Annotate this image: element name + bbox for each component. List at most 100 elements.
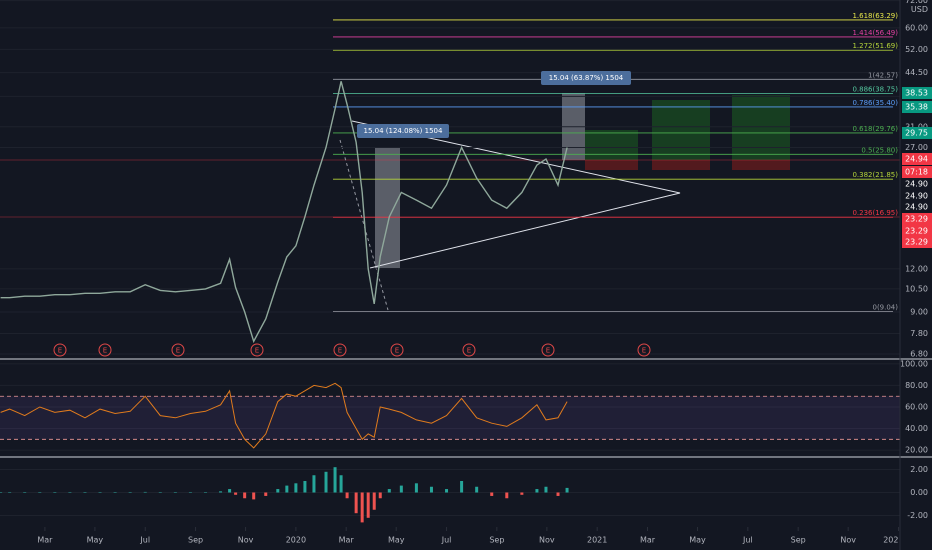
y-tick-label: 72.00 bbox=[905, 0, 928, 5]
x-tick-label: 202 bbox=[883, 536, 898, 545]
earnings-label: E bbox=[467, 347, 471, 355]
earnings-label: E bbox=[546, 347, 550, 355]
annotation-label: 15.04 (124.08%) 1504 bbox=[364, 127, 443, 135]
x-tick-label: Sep bbox=[791, 536, 806, 545]
histogram-bar bbox=[188, 492, 192, 493]
fib-label: 0.382(21.85) bbox=[852, 171, 898, 179]
histogram-bar bbox=[128, 492, 132, 493]
histogram-bar bbox=[38, 492, 42, 493]
currency-label: USD bbox=[911, 5, 928, 14]
fib-label: 0.5(25.80) bbox=[861, 146, 898, 154]
price-badge-label: 24.90 bbox=[905, 203, 928, 212]
histogram-bar bbox=[143, 491, 147, 493]
long-stop bbox=[585, 160, 638, 170]
y-tick-label: 100.00 bbox=[900, 359, 928, 368]
histogram-bar bbox=[234, 492, 238, 495]
histogram-bar bbox=[276, 489, 280, 493]
y-tick-label: 27.00 bbox=[905, 143, 928, 152]
histogram-bar bbox=[243, 492, 247, 499]
histogram-bar bbox=[429, 486, 433, 493]
y-tick-label: 80.00 bbox=[905, 381, 928, 390]
position-tools bbox=[0, 93, 900, 311]
histogram-bar bbox=[294, 483, 298, 493]
x-tick-label: Mar bbox=[339, 536, 355, 545]
annotation-box bbox=[357, 124, 449, 138]
y-tick-label: 44.50 bbox=[905, 68, 928, 77]
histogram-bar bbox=[378, 492, 382, 499]
histogram-bar bbox=[505, 492, 509, 499]
histogram-bar bbox=[8, 492, 12, 493]
y-tick-label: -2.00 bbox=[907, 511, 928, 520]
histogram-bar bbox=[387, 489, 391, 493]
price-badge bbox=[902, 87, 932, 99]
price-badge bbox=[902, 190, 932, 202]
earnings-label: E bbox=[103, 347, 107, 355]
histogram-bar bbox=[23, 492, 27, 493]
histogram-bar bbox=[445, 489, 449, 493]
x-tick-label: 2020 bbox=[286, 536, 306, 545]
fib-label: 1.272(51.69) bbox=[852, 42, 898, 50]
x-tick-label: Jul bbox=[139, 536, 150, 545]
y-tick-label: 31.00 bbox=[905, 122, 928, 131]
price-badge-label: 24.94 bbox=[905, 155, 928, 164]
x-tick-label: May bbox=[388, 536, 405, 545]
y-tick-label: 12.00 bbox=[905, 264, 928, 273]
x-tick-label: Nov bbox=[840, 536, 856, 545]
histogram-bar bbox=[345, 492, 349, 499]
y-tick-label: 40.00 bbox=[905, 424, 928, 433]
x-tick-label: Mar bbox=[37, 536, 53, 545]
fib-label: 0(9.04) bbox=[872, 303, 898, 311]
price-badge-label: 35.38 bbox=[905, 103, 928, 112]
histogram-bar bbox=[520, 492, 524, 495]
histogram-bar bbox=[53, 492, 57, 493]
long-target bbox=[732, 95, 790, 160]
price-badge bbox=[902, 166, 932, 178]
histogram-bar bbox=[173, 492, 177, 493]
histogram-bar bbox=[556, 492, 560, 496]
price-badge-label: 24.90 bbox=[905, 192, 928, 201]
y-tick-label: 52.00 bbox=[905, 45, 928, 54]
triangle bbox=[351, 120, 681, 269]
histogram-bar bbox=[264, 492, 268, 496]
earnings-label: E bbox=[395, 347, 399, 355]
histogram-bar bbox=[324, 471, 328, 493]
x-tick-label: 2021 bbox=[587, 536, 607, 545]
y-tick-label: 10.50 bbox=[905, 284, 928, 293]
histogram-bar bbox=[252, 492, 256, 500]
x-tick-label: Mar bbox=[640, 536, 656, 545]
fib-label: 1.414(56.49) bbox=[852, 29, 898, 37]
price-badge bbox=[902, 178, 932, 190]
histogram-bar bbox=[354, 492, 358, 514]
histogram-bar bbox=[0, 492, 3, 493]
histogram-bar bbox=[68, 492, 72, 493]
histogram-bar bbox=[490, 492, 494, 496]
earnings-marker bbox=[462, 343, 476, 357]
histogram-bar bbox=[98, 492, 102, 493]
earnings-marker bbox=[171, 343, 185, 357]
fib-label: 0.618(29.76) bbox=[852, 125, 898, 133]
price-badge bbox=[902, 101, 932, 113]
y-tick-label: 2.00 bbox=[910, 465, 928, 474]
histogram-bar bbox=[303, 481, 307, 493]
histogram-bar bbox=[544, 486, 548, 493]
earnings-label: E bbox=[176, 347, 180, 355]
y-tick-label: 7.80 bbox=[910, 329, 928, 338]
annotation-box bbox=[541, 71, 631, 85]
y-tick-label: 9.00 bbox=[910, 308, 928, 317]
histogram-bar bbox=[219, 491, 223, 493]
long-stop bbox=[652, 160, 710, 170]
price-line bbox=[0, 81, 568, 344]
histogram-bar bbox=[285, 485, 289, 493]
price-badge-label: 23.29 bbox=[905, 227, 928, 236]
long-stop bbox=[732, 160, 790, 170]
histogram-bar bbox=[366, 492, 370, 518]
fib-label: 0.236(16.95) bbox=[852, 209, 898, 217]
fib-label: 0.886(38.75) bbox=[852, 85, 898, 93]
long-target bbox=[585, 130, 638, 160]
price-badge bbox=[902, 201, 932, 213]
x-tick-label: Sep bbox=[489, 536, 504, 545]
x-tick-label: Jul bbox=[441, 536, 452, 545]
histogram-bar bbox=[333, 467, 337, 493]
